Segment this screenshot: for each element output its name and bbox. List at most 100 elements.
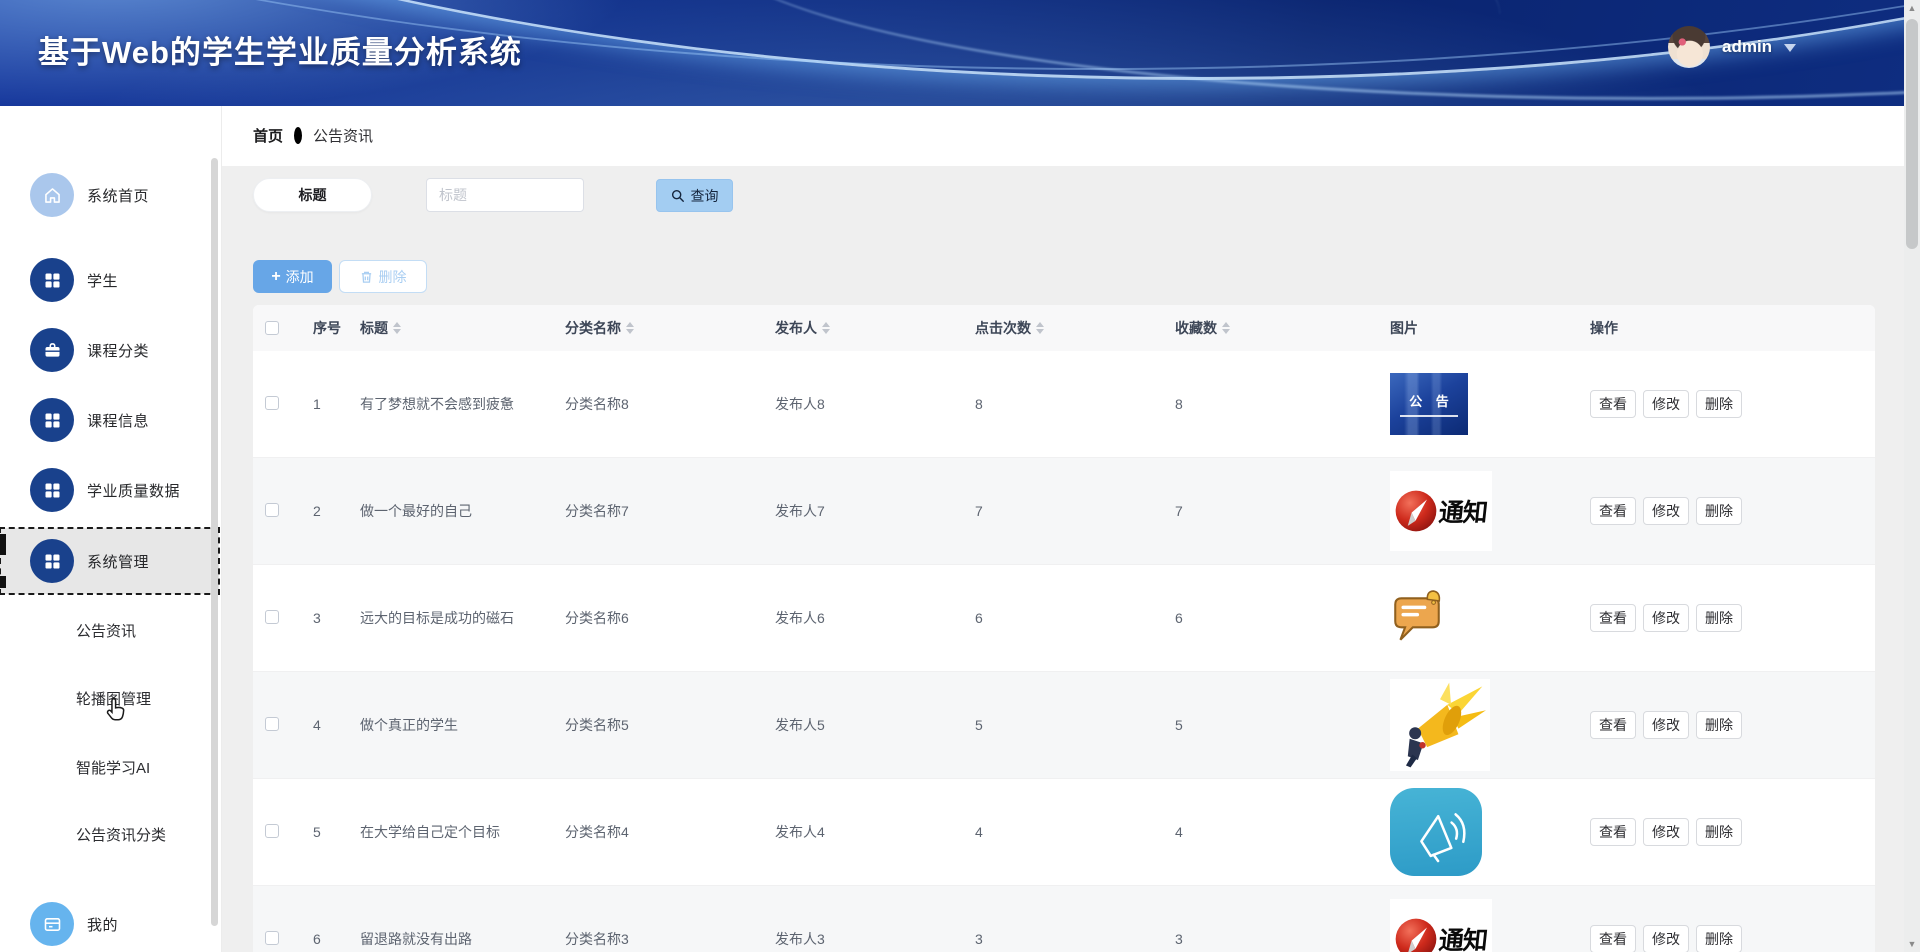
- sidebar-item-course-info[interactable]: 课程信息: [0, 387, 219, 453]
- row-image: [1390, 788, 1590, 876]
- row-checkbox[interactable]: [265, 395, 279, 410]
- scrollbar-thumb[interactable]: [1906, 19, 1918, 249]
- sort-caret[interactable]: [1222, 322, 1230, 334]
- page-scrollbar[interactable]: ▲ ▼: [1904, 0, 1920, 952]
- column-header-favorites[interactable]: 收藏数: [1175, 318, 1390, 338]
- sidebar-subitem-ai-learning[interactable]: 智能学习AI: [76, 759, 151, 777]
- select-all-checkbox[interactable]: [265, 321, 279, 335]
- grid-icon: [30, 468, 74, 512]
- sidebar-scrollbar[interactable]: [211, 158, 218, 926]
- cell-favorites: 5: [1175, 717, 1183, 733]
- scroll-down-arrow-icon[interactable]: ▼: [1907, 939, 1917, 949]
- cell-title: 在大学给自己定个目标: [360, 824, 500, 840]
- row-action-modify-button[interactable]: 修改: [1643, 390, 1689, 418]
- sidebar-item-quality-data[interactable]: 学业质量数据: [0, 457, 219, 523]
- sidebar-item-home[interactable]: 系统首页: [0, 162, 219, 228]
- grid-icon: [30, 398, 74, 442]
- row-checkbox[interactable]: [265, 823, 279, 838]
- cell-no: 6: [313, 931, 321, 947]
- cell-publisher: 发布人5: [775, 717, 825, 733]
- table-row: 5 在大学给自己定个目标 分类名称4 发布人4 4 4 查看 修改 删除: [253, 779, 1875, 886]
- sort-caret[interactable]: [626, 322, 634, 334]
- row-actions: 查看 修改 删除: [1590, 604, 1875, 632]
- column-header-title[interactable]: 标题: [360, 318, 565, 338]
- row-action-delete-button[interactable]: 删除: [1696, 711, 1742, 739]
- row-action-delete-button[interactable]: 删除: [1696, 497, 1742, 525]
- announcement-banner-image[interactable]: 公 告: [1390, 373, 1468, 435]
- cell-no: 4: [313, 717, 321, 733]
- sidebar-item-system-management[interactable]: 系统管理: [0, 527, 220, 595]
- delete-button[interactable]: 删除: [339, 260, 427, 293]
- cell-no: 5: [313, 824, 321, 840]
- row-action-view-button[interactable]: 查看: [1590, 390, 1636, 418]
- search-input[interactable]: [426, 178, 584, 212]
- sidebar: 系统首页 学生 课程分类 课程信息 学业质量数据: [0, 106, 222, 952]
- row-checkbox[interactable]: [265, 502, 279, 517]
- row-action-modify-button[interactable]: 修改: [1643, 925, 1689, 952]
- notice-image[interactable]: 通知: [1390, 471, 1492, 551]
- column-header-actions: 操作: [1590, 320, 1618, 336]
- row-action-modify-button[interactable]: 修改: [1643, 604, 1689, 632]
- user-menu[interactable]: admin: [1668, 26, 1797, 68]
- user-name: admin: [1722, 37, 1773, 56]
- row-action-view-button[interactable]: 查看: [1590, 604, 1636, 632]
- column-header-clicks[interactable]: 点击次数: [975, 318, 1175, 338]
- row-image: 通知: [1390, 471, 1590, 551]
- sidebar-item-course-category[interactable]: 课程分类: [0, 317, 219, 383]
- row-action-view-button[interactable]: 查看: [1590, 497, 1636, 525]
- column-header-publisher[interactable]: 发布人: [775, 318, 975, 338]
- sidebar-subitem-announcement-categories[interactable]: 公告资讯分类: [76, 826, 167, 844]
- megaphone-person-image[interactable]: [1390, 679, 1490, 771]
- main-content: 首页 公告资讯 标题 查询 + 添加 删除: [222, 106, 1904, 952]
- row-image: [1390, 589, 1590, 647]
- row-action-modify-button[interactable]: 修改: [1643, 711, 1689, 739]
- cell-favorites: 4: [1175, 824, 1183, 840]
- chat-bubble-image[interactable]: [1390, 589, 1444, 647]
- avatar[interactable]: [1668, 26, 1710, 68]
- row-action-view-button[interactable]: 查看: [1590, 711, 1636, 739]
- cell-favorites: 6: [1175, 610, 1183, 626]
- row-actions: 查看 修改 删除: [1590, 711, 1875, 739]
- sidebar-item-students[interactable]: 学生: [0, 247, 219, 313]
- grid-icon: [30, 258, 74, 302]
- row-image: 通知: [1390, 899, 1590, 952]
- add-button[interactable]: + 添加: [253, 260, 332, 293]
- table-row: 6 留退路就没有出路 分类名称3 发布人3 3 3 通知 查看 修改 删除: [253, 886, 1875, 952]
- row-checkbox[interactable]: [265, 930, 279, 945]
- row-action-view-button[interactable]: 查看: [1590, 925, 1636, 952]
- notice-image[interactable]: 通知: [1390, 899, 1492, 952]
- cell-publisher: 发布人4: [775, 824, 825, 840]
- row-checkbox[interactable]: [265, 609, 279, 624]
- row-checkbox[interactable]: [265, 716, 279, 731]
- grid-icon: [30, 539, 74, 583]
- sort-caret[interactable]: [822, 322, 830, 334]
- row-action-delete-button[interactable]: 删除: [1696, 925, 1742, 952]
- search-icon: [671, 189, 684, 202]
- sidebar-item-mine[interactable]: 我的: [0, 891, 219, 952]
- sidebar-subitem-announcements[interactable]: 公告资讯: [76, 622, 137, 640]
- megaphone-app-image[interactable]: [1390, 788, 1482, 876]
- breadcrumb-home[interactable]: 首页: [253, 128, 284, 145]
- row-action-delete-button[interactable]: 删除: [1696, 818, 1742, 846]
- row-action-modify-button[interactable]: 修改: [1643, 497, 1689, 525]
- column-header-category[interactable]: 分类名称: [565, 318, 775, 338]
- cell-no: 1: [313, 396, 321, 412]
- row-actions: 查看 修改 删除: [1590, 925, 1875, 952]
- query-button[interactable]: 查询: [656, 179, 733, 212]
- cell-title: 做一个最好的自己: [360, 503, 472, 519]
- cell-clicks: 3: [975, 931, 983, 947]
- row-image: [1390, 679, 1590, 771]
- row-action-delete-button[interactable]: 删除: [1696, 390, 1742, 418]
- filter-field-button[interactable]: 标题: [253, 178, 372, 212]
- sidebar-subitem-carousel[interactable]: 轮播图管理: [76, 690, 152, 708]
- cell-no: 3: [313, 610, 321, 626]
- column-header-no: 序号: [313, 320, 341, 336]
- sort-caret[interactable]: [393, 322, 401, 334]
- table-row: 4 做个真正的学生 分类名称5 发布人5 5 5 查看 修改 删除: [253, 672, 1875, 779]
- cell-no: 2: [313, 503, 321, 519]
- scroll-up-arrow-icon[interactable]: ▲: [1907, 3, 1917, 13]
- row-action-view-button[interactable]: 查看: [1590, 818, 1636, 846]
- row-action-modify-button[interactable]: 修改: [1643, 818, 1689, 846]
- sort-caret[interactable]: [1036, 322, 1044, 334]
- row-action-delete-button[interactable]: 删除: [1696, 604, 1742, 632]
